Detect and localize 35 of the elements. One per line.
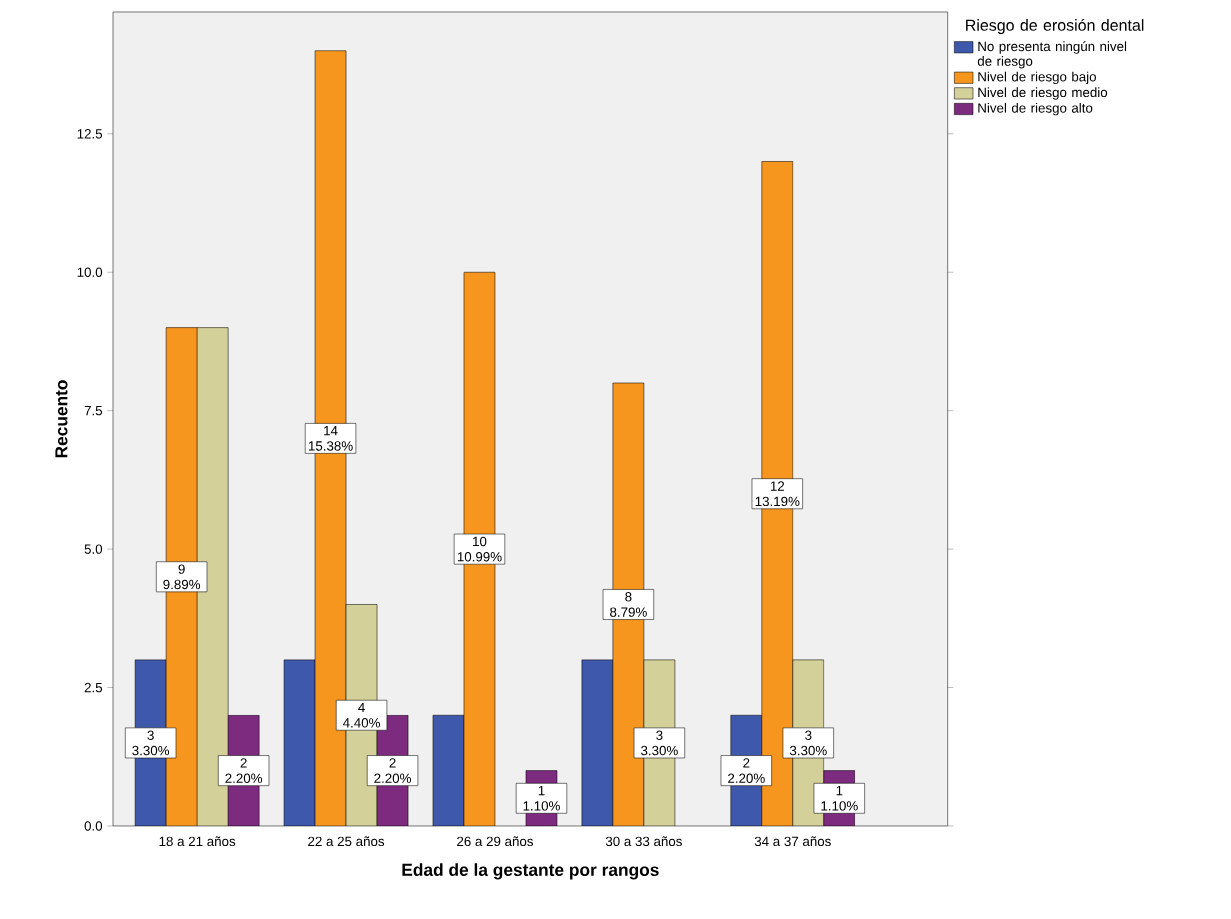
data-label: 8 8.79% (610, 592, 647, 617)
y-tick-label: 0.0 (84, 821, 103, 831)
y-tick-label: 2.5 (84, 682, 103, 693)
data-label: 1 1.10% (821, 785, 858, 811)
x-tick-label: 30 a 33 años (605, 836, 682, 847)
y-tick-label: 5.0 (84, 544, 103, 554)
data-label: 2 2.20% (374, 758, 411, 783)
x-tick-label: 34 a 37 años (754, 836, 831, 847)
data-label: 12 13.19% (755, 481, 800, 507)
bar (581, 659, 614, 826)
data-label: 9 9.89% (163, 564, 201, 590)
x-tick-label: 18 a 21 años (159, 836, 236, 847)
bar (432, 714, 465, 826)
x-axis-title: Edad de la gestante por rangos (402, 863, 659, 880)
y-axis-title: Recuento (55, 380, 68, 458)
legend-label: Nivel de riesgo medio (978, 87, 1108, 100)
legend-label: Nivel de riesgo bajo (978, 71, 1097, 85)
data-label: 2 2.20% (225, 758, 263, 783)
data-label: 2 2.20% (728, 758, 765, 783)
y-tick-label: 7.5 (84, 406, 103, 416)
x-tick-label: 26 a 29 años (457, 836, 534, 847)
legend-label: No presenta ningún nivel de riesgo (977, 41, 1127, 69)
x-tick-label: 22 a 25 años (308, 836, 385, 847)
data-label: 3 3.30% (132, 730, 170, 756)
legend-title: Riesgo de erosión dental (966, 18, 1144, 35)
y-tick-label: 10.0 (77, 267, 103, 277)
y-tick-label: 12.5 (77, 129, 103, 139)
legend-label: Nivel de riesgo alto (978, 102, 1093, 116)
data-label: 4 4.40% (342, 702, 380, 728)
data-label: 3 3.30% (640, 730, 678, 756)
data-label: 14 15.38% (308, 426, 353, 451)
data-label: 3 3.30% (789, 730, 827, 756)
data-label: 1 1.10% (523, 785, 560, 811)
data-label: 10 10.99% (457, 536, 502, 562)
bar (283, 659, 316, 826)
